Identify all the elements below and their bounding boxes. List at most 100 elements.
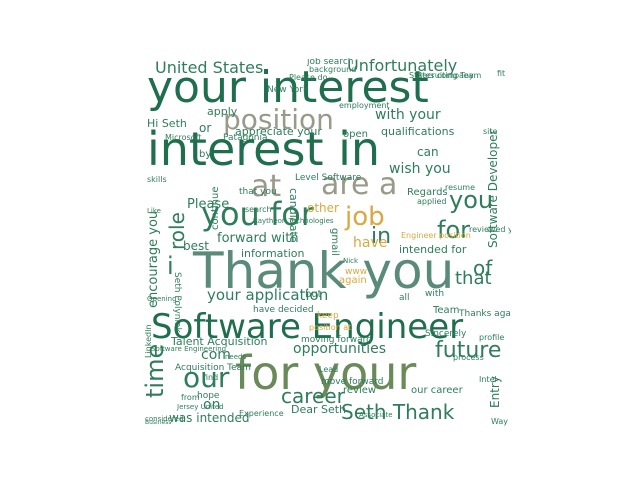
word-please-do: Please do [289,73,328,82]
word-interest-in: interest in [147,122,381,176]
word-job: job [345,202,385,232]
word-have-decided: have decided [253,305,314,315]
word-our: our [183,361,230,394]
word-appreciate-your: appreciate your [235,125,322,138]
word-your-application: your application [207,286,329,304]
word-you: you [449,186,494,214]
word-forward-with: forward with [217,231,299,246]
word-fit: fit [497,69,506,78]
word-lead: Lead [319,365,339,374]
word-moving-forward: moving forward [301,335,372,345]
word-associate: Associate [359,411,393,419]
word-find: find [203,373,219,382]
word-candidate: candidate [287,188,300,243]
word-of: of [473,256,493,280]
word-microsoft: Microsoft [165,133,202,142]
word-recruiting-team: Recruiting Team [417,71,482,80]
word-intel: Intel [479,375,497,384]
word-again: again [339,275,367,286]
word-please: Please [187,197,230,212]
word-cloud: your interest interest in Thank you Soft… [143,58,511,428]
word-dear-seth: Dear Seth [291,403,347,416]
word-wish-you: wish you [389,161,451,177]
word-software-engineering: Software Engineering [151,345,227,353]
word-search: search [245,205,272,214]
word-information: information [241,247,305,260]
word-job-search: job search [307,58,354,67]
word-way: Way [491,417,509,426]
word-review: review [343,385,377,396]
word-unfortunately: Unfortunately [347,58,458,75]
word-in: in [371,224,392,249]
word-our-career: our career [411,385,463,396]
word-acquisition-team: Acquisition Team [175,363,251,373]
word-open: open [343,129,368,140]
word-team: Team [433,305,460,316]
word-employment: employment [339,101,390,110]
word-from: from [181,393,200,402]
word-considered: considered [145,415,184,423]
word-with-your: with your [375,107,441,123]
word-engineer-position: Engineer position [401,231,471,240]
word-best: best [183,239,209,253]
word-that: that [455,268,492,289]
word-skills: skills [147,175,167,184]
word-was-intended: was intended [169,411,250,425]
word-that-you: that you [239,187,277,197]
word-thanks-again: Thanks again [459,309,511,319]
word-nick: Nick [343,257,359,265]
word-site: site [483,127,498,136]
word-by: by [199,149,212,160]
word-www: www [345,267,368,277]
word-i: i [167,252,174,280]
word-level-software: Level Software [295,173,362,183]
word-hi-seth: Hi Seth [147,117,187,130]
word-apply: apply [207,105,238,118]
word-qualifications: qualifications [381,125,455,138]
word-or: or [199,121,212,135]
word-encourage-you: encourage you [146,210,161,308]
word-resume: resume [445,183,475,192]
word-jersey-united: Jersey United [177,403,224,411]
word-keep: keep [317,311,339,321]
word-raytheon-technologies: Raytheon Technologies [253,217,334,225]
word-position: position [223,103,334,136]
word-move-forward: move forward [321,377,384,387]
word-intended-for: intended for [399,243,467,256]
word-are-a: are a [321,167,398,202]
word-com: com [201,347,231,363]
word-you-for: you for [201,195,314,233]
word-can: can [417,145,439,159]
word-all: all [399,293,410,303]
word-needs: needs [225,353,247,361]
word-continue: continue [210,186,221,230]
word-experience: Experience [239,409,284,418]
word-business: Business [145,419,172,426]
word-new-york: New York [267,85,309,95]
word-opportunities: opportunities [293,341,387,357]
word-patagonia: Patagonia [223,133,268,143]
word-career: career [281,384,345,408]
word-united-states: United States [155,58,264,77]
word-position-at: position at [309,323,352,332]
word-for: for [437,216,470,244]
word-regards: Regards [407,187,448,198]
word-applied: applied [417,197,447,206]
word-future: future [435,338,502,363]
word-but: but [305,289,322,300]
word-with: with [425,289,445,299]
word-software-engineer: Software Engineer [151,307,464,347]
word-thank-you: Thank you [193,242,455,300]
word-states-company: States company [409,71,474,80]
word-gmail: gmail [329,228,340,256]
word-other: other [307,201,339,215]
word-reviewed-your: reviewed your [469,225,511,234]
word-sincerely: Sincerely [425,329,467,339]
word-have: have [353,235,388,251]
word-hope: hope [197,391,220,401]
word-for-your: for your [235,346,417,400]
word-opening: Opening [147,295,177,303]
word-process: process [453,353,484,362]
word-profile: profile [479,333,505,342]
word-at: at [251,169,282,204]
